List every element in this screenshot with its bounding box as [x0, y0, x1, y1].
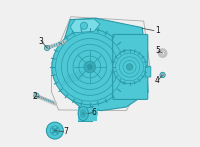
Circle shape	[160, 72, 165, 78]
Text: 2: 2	[33, 92, 38, 101]
Circle shape	[34, 93, 39, 98]
Text: 7: 7	[63, 127, 68, 136]
Circle shape	[52, 29, 128, 105]
Text: 6: 6	[91, 108, 96, 117]
Circle shape	[161, 74, 164, 76]
Circle shape	[84, 61, 96, 73]
Circle shape	[56, 127, 58, 129]
Text: 1: 1	[155, 26, 160, 35]
Ellipse shape	[87, 107, 97, 121]
Polygon shape	[59, 18, 148, 111]
Ellipse shape	[78, 107, 88, 121]
Circle shape	[56, 132, 58, 134]
Circle shape	[113, 50, 146, 84]
FancyBboxPatch shape	[78, 107, 97, 121]
Circle shape	[52, 132, 53, 134]
Circle shape	[46, 122, 63, 139]
Polygon shape	[70, 19, 100, 33]
Text: 5: 5	[155, 46, 160, 55]
FancyBboxPatch shape	[145, 66, 151, 77]
Text: 3: 3	[39, 37, 43, 46]
Circle shape	[44, 45, 50, 51]
Circle shape	[126, 64, 133, 70]
Circle shape	[52, 127, 53, 129]
Text: 4: 4	[155, 76, 160, 85]
FancyBboxPatch shape	[113, 35, 148, 99]
Circle shape	[53, 129, 57, 132]
Ellipse shape	[82, 112, 84, 115]
Circle shape	[87, 64, 92, 70]
Circle shape	[80, 22, 88, 29]
